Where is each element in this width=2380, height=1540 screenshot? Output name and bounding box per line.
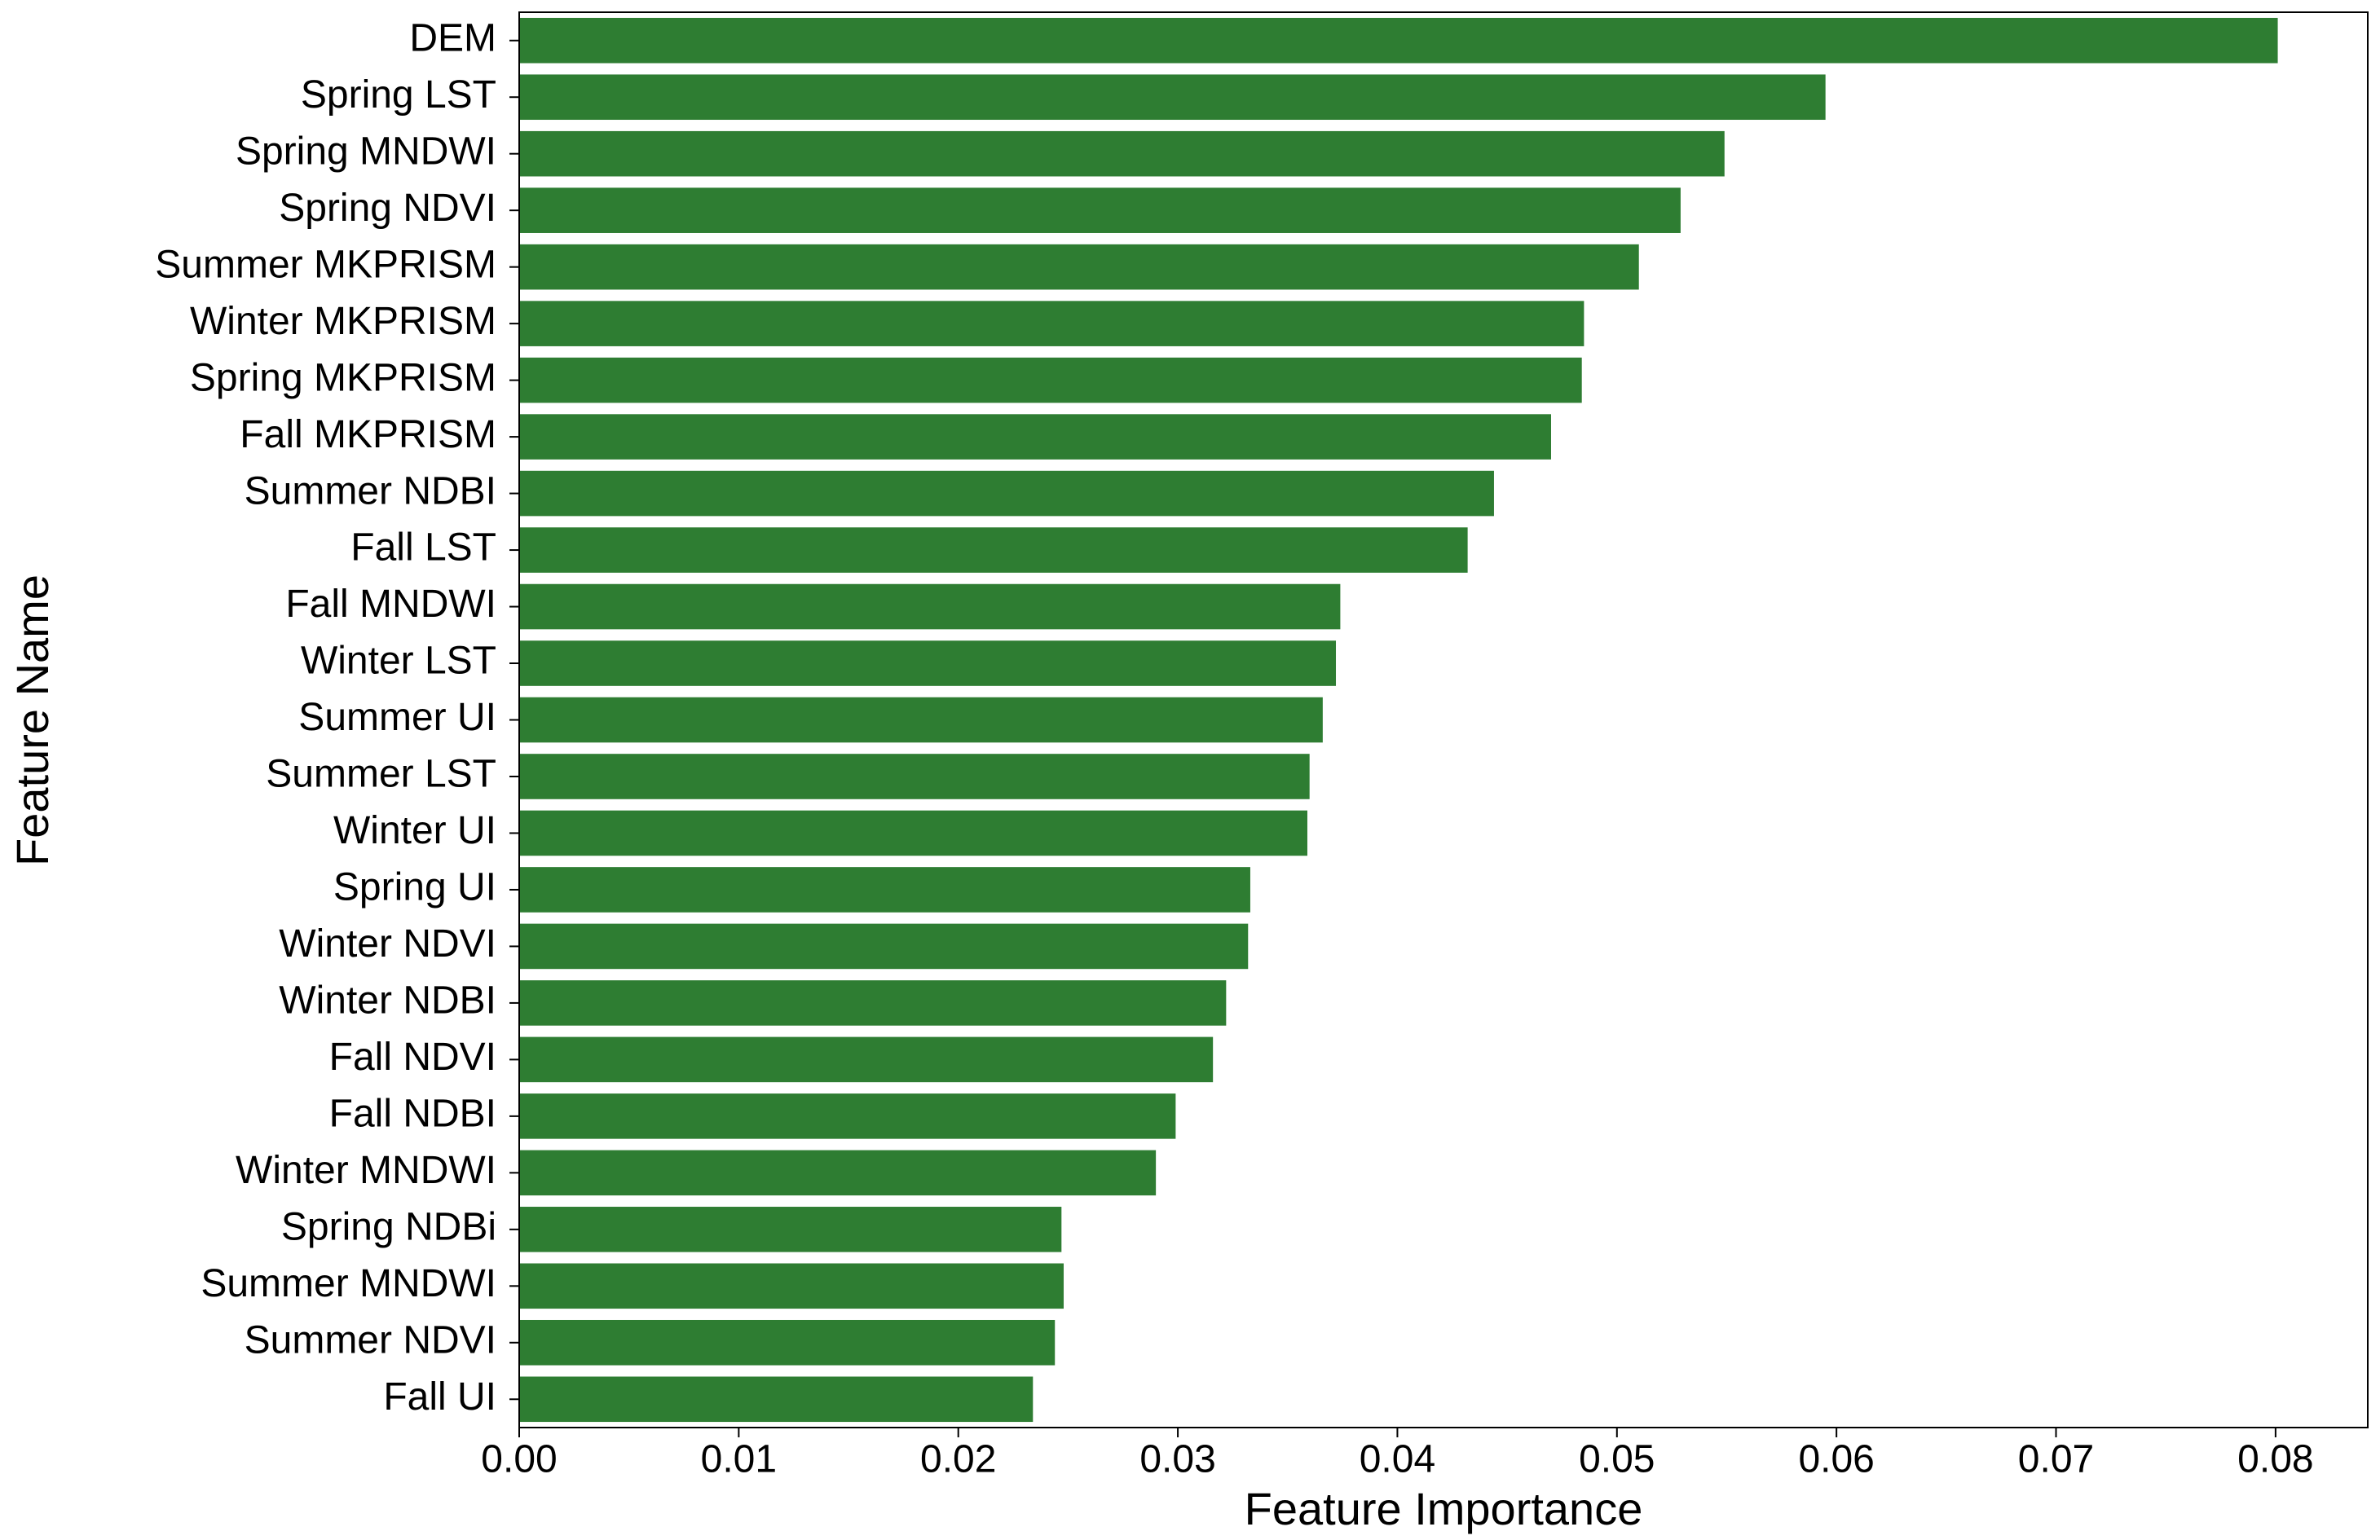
plot-frame (518, 11, 2369, 1428)
y-tick-label: Fall MNDWI (285, 583, 496, 626)
bar (519, 1263, 1064, 1309)
bar (519, 74, 1826, 121)
y-tick-label: Spring UI (333, 866, 496, 909)
x-tick-label: 0.03 (1139, 1438, 1215, 1481)
y-tick-label: Fall MKPRISM (240, 413, 496, 456)
x-tick-label: 0.08 (2237, 1438, 2313, 1481)
y-tick-label: Fall NDVI (329, 1036, 496, 1079)
y-tick-label: Winter UI (333, 809, 496, 852)
bar (519, 1150, 1157, 1196)
bar (519, 1319, 1056, 1366)
y-tick-label: Summer MKPRISM (155, 243, 496, 286)
y-tick-label: Summer MNDWI (201, 1262, 496, 1305)
bar (519, 754, 1310, 799)
y-tick-label: Winter NDBI (279, 979, 496, 1023)
y-tick-label: Spring MKPRISM (190, 356, 496, 399)
y-tick-label: Summer NDVI (245, 1318, 496, 1362)
y-tick-label: Winter MKPRISM (190, 300, 496, 343)
bar (519, 414, 1551, 460)
y-tick-label: Spring NDBi (281, 1205, 496, 1248)
bar (519, 470, 1494, 517)
bar (519, 1036, 1214, 1083)
bar (519, 583, 1341, 630)
bar (519, 980, 1227, 1026)
bar (519, 244, 1639, 290)
y-tick-label: DEM (409, 16, 496, 59)
bar (519, 867, 1250, 913)
bar (519, 640, 1337, 686)
bar (519, 1207, 1062, 1252)
bar (519, 130, 1725, 177)
y-tick-label: Spring NDVI (279, 187, 496, 230)
bar (519, 923, 1249, 970)
bar (519, 17, 2278, 64)
x-tick-label: 0.05 (1579, 1438, 1655, 1481)
bar (519, 527, 1468, 573)
y-tick-label: Spring MNDWI (236, 130, 496, 173)
bar (519, 187, 1681, 233)
y-tick-label: Fall NDBI (329, 1093, 496, 1136)
bar (519, 357, 1582, 403)
y-tick-label: Summer LST (266, 753, 496, 796)
bar (519, 301, 1584, 346)
x-tick-label: 0.06 (1798, 1438, 1874, 1481)
x-tick-label: 0.01 (701, 1438, 777, 1481)
x-tick-label: 0.04 (1360, 1438, 1435, 1481)
y-tick-label: Fall UI (383, 1375, 496, 1419)
y-tick-label: Winter LST (301, 640, 496, 683)
bar (519, 1093, 1176, 1139)
bar (519, 810, 1307, 856)
y-tick-label: Summer UI (298, 696, 496, 739)
x-axis-title: Feature Importance (1245, 1483, 1643, 1534)
y-tick-label: Winter NDVI (279, 922, 496, 966)
y-tick-label: Spring LST (301, 73, 496, 117)
bar (519, 697, 1323, 743)
y-tick-label: Summer NDBI (245, 469, 496, 513)
x-tick-label: 0.00 (481, 1438, 557, 1481)
x-tick-label: 0.07 (2018, 1438, 2094, 1481)
bar (519, 1376, 1034, 1423)
y-axis-title: Feature Name (7, 574, 58, 866)
y-tick-label: Fall LST (350, 526, 496, 570)
x-tick-label: 0.02 (920, 1438, 996, 1481)
y-tick-label: Winter MNDWI (236, 1149, 496, 1192)
